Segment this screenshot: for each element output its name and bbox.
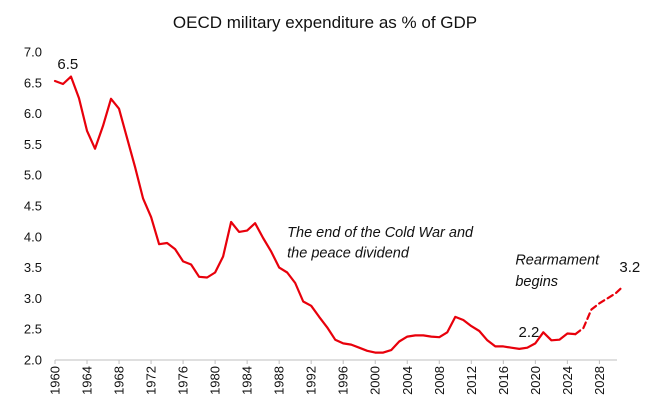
series-line-projection bbox=[574, 285, 625, 336]
x-tick-label: 1960 bbox=[48, 366, 63, 395]
x-tick-label: 1996 bbox=[336, 366, 351, 395]
chart-title: OECD military expenditure as % of GDP bbox=[173, 13, 477, 32]
x-tick-label: 2008 bbox=[432, 366, 447, 395]
y-tick-label: 4.0 bbox=[24, 229, 42, 244]
annotations: The end of the Cold War and the peace div… bbox=[287, 225, 600, 290]
x-tick-label: 1988 bbox=[272, 366, 287, 395]
x-tick-label: 2012 bbox=[464, 366, 479, 395]
y-tick-label: 2.0 bbox=[24, 353, 42, 368]
y-tick-label: 2.5 bbox=[24, 322, 42, 337]
annotation-text: the peace dividend bbox=[287, 246, 410, 262]
y-tick-label: 3.0 bbox=[24, 291, 42, 306]
y-tick-label: 5.0 bbox=[24, 168, 42, 183]
series-lines bbox=[53, 75, 625, 354]
x-tick-label: 1980 bbox=[208, 366, 223, 395]
y-tick-label: 3.5 bbox=[24, 260, 42, 275]
y-tick-label: 7.0 bbox=[24, 45, 42, 60]
data-label: 6.5 bbox=[57, 56, 78, 73]
x-tick-label: 1976 bbox=[176, 366, 191, 395]
x-tick-label: 2024 bbox=[560, 366, 575, 395]
x-tick-label: 1964 bbox=[80, 366, 95, 395]
y-axis-ticks: 2.0 2.5 3.0 3.5 4.0 4.5 5.0 5.5 6.0 6.5 7.0 bbox=[24, 45, 42, 368]
y-tick-label: 5.5 bbox=[24, 137, 42, 152]
annotation-text: Rearmament bbox=[515, 253, 600, 269]
x-tick-label: 1968 bbox=[112, 366, 127, 395]
x-tick-label: 2020 bbox=[528, 366, 543, 395]
annotation-text: The end of the Cold War and bbox=[287, 225, 474, 241]
x-tick-label: 2028 bbox=[592, 366, 607, 395]
y-tick-label: 6.5 bbox=[24, 75, 42, 90]
data-label: 2.2 bbox=[519, 324, 540, 341]
y-tick-label: 4.5 bbox=[24, 199, 42, 214]
x-axis-ticks: 1960 1964 1968 1972 1976 1980 1984 1988 1992 1996… bbox=[48, 360, 607, 395]
data-label: 3.2 bbox=[619, 259, 640, 276]
x-tick-label: 2004 bbox=[400, 366, 415, 395]
x-tick-label: 1984 bbox=[240, 366, 255, 395]
annotation-text: begins bbox=[515, 274, 558, 290]
data-labels: 6.5 2.2 3.2 bbox=[57, 56, 640, 341]
x-tick-label: 1992 bbox=[304, 366, 319, 395]
y-tick-label: 6.0 bbox=[24, 106, 42, 121]
series-line-historical bbox=[53, 75, 577, 354]
x-tick-label: 2016 bbox=[496, 366, 511, 395]
x-tick-label: 1972 bbox=[144, 366, 159, 395]
x-tick-label: 2000 bbox=[368, 366, 383, 395]
